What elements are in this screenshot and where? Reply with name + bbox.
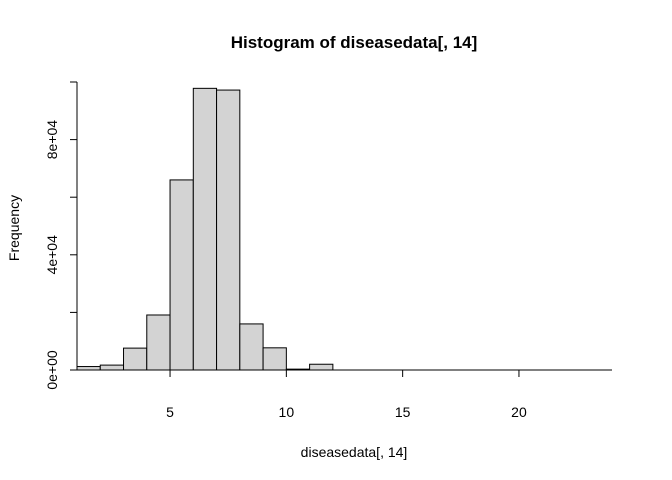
x-axis: 5 10 15 20 [97,369,612,420]
x-tick-label: 20 [511,404,527,420]
x-tick-label: 15 [395,404,411,420]
bars-group [76,87,334,371]
histogram-bar [76,366,101,371]
chart-title: Histogram of diseasedata[, 14] [231,33,478,52]
y-tick-label: 8e+04 [44,120,60,160]
histogram-bar [309,363,334,371]
histogram-bar [239,323,264,371]
x-tick-label: 5 [166,404,174,420]
x-tick-label: 10 [279,404,295,420]
histogram-bar [146,314,171,371]
histogram-bar [262,347,287,371]
histogram-bar [123,347,148,371]
histogram-bar [99,364,125,371]
histogram-bar [192,87,218,371]
y-axis: 0e+00 4e+04 8e+04 [44,81,78,390]
y-tick-label: 4e+04 [44,235,60,275]
y-tick-label: 0e+00 [44,350,60,390]
y-axis-label: Frequency [6,195,22,261]
histogram-bar [169,179,194,371]
histogram-bar [216,89,241,371]
x-axis-label: diseasedata[, 14] [301,444,408,460]
